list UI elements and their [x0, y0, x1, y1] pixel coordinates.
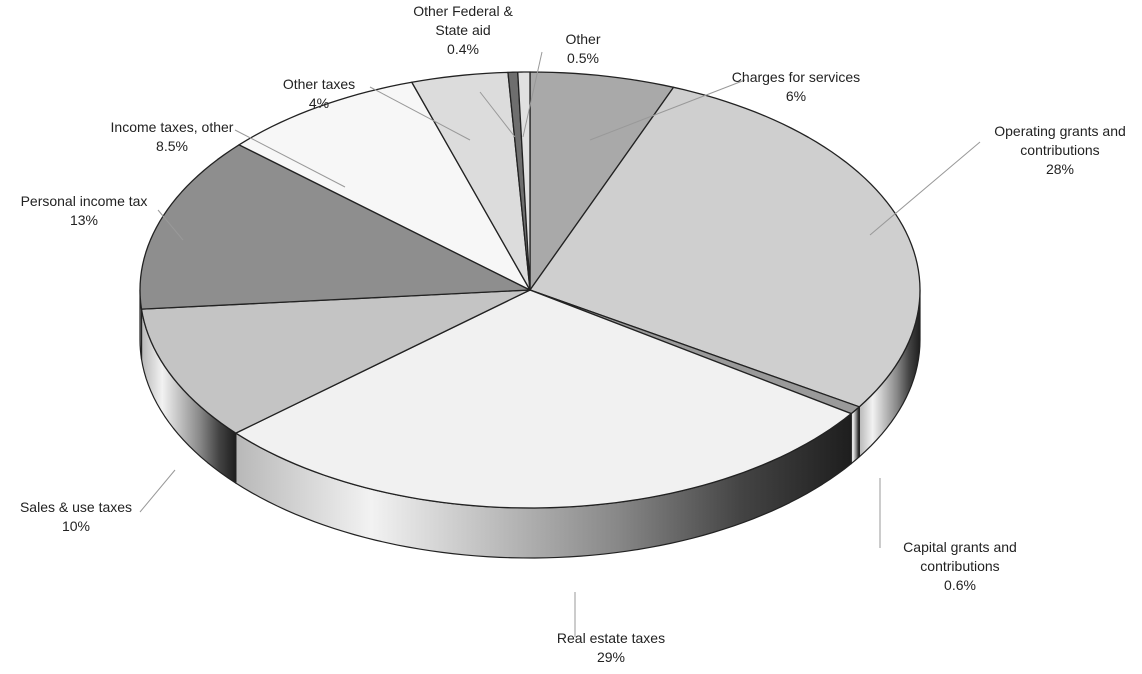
leader-line-5: [157, 209, 184, 241]
pie-top-layer: [139, 71, 921, 509]
slice-name-label: Capital grants and: [903, 539, 1017, 555]
slice-label-0: Charges for services 6%: [732, 69, 860, 104]
slice-name-label: contributions: [920, 558, 999, 574]
leader-line-6: [234, 129, 346, 188]
pie-side-2: [850, 406, 860, 465]
slice-value-label: 28%: [1046, 161, 1074, 177]
slice-name-label: Other Federal &: [413, 3, 513, 19]
slice-name-label: Charges for services: [732, 69, 860, 85]
pie-slice-3: [235, 289, 852, 509]
slice-labels: Charges for services 6% Operating grants a…: [20, 3, 1126, 665]
leader-line-0: [589, 79, 746, 141]
pie-slice-9: [517, 71, 531, 291]
slice-label-6: Income taxes, other 8.5%: [111, 119, 234, 154]
slice-label-7: Other taxes 4%: [283, 76, 355, 111]
pie-slice-7: [411, 71, 531, 291]
slice-value-label: 8.5%: [156, 138, 188, 154]
slice-label-1: Operating grants and contributions 28%: [994, 123, 1126, 177]
pie-slice-5: [139, 144, 531, 310]
slice-value-label: 29%: [597, 649, 625, 665]
slice-name-label: Real estate taxes: [557, 630, 665, 646]
leader-line-9: [522, 51, 543, 138]
slice-label-2: Capital grants and contributions 0.6%: [903, 539, 1017, 593]
pie-slice-6: [238, 81, 531, 291]
slice-name-label: Other: [565, 31, 600, 47]
slice-name-label: Other taxes: [283, 76, 355, 92]
slice-value-label: 10%: [62, 518, 90, 534]
slice-value-label: 0.4%: [447, 41, 479, 57]
slice-name-label: Personal income tax: [21, 193, 148, 209]
leader-lines: [139, 51, 981, 637]
pie-slice-4: [140, 289, 531, 434]
slice-value-label: 4%: [309, 95, 329, 111]
slice-label-9: Other 0.5%: [565, 31, 600, 66]
slice-name-label: contributions: [1020, 142, 1099, 158]
slice-label-3: Real estate taxes 29%: [557, 630, 665, 665]
slice-label-4: Sales & use taxes 10%: [20, 499, 132, 534]
slice-value-label: 0.5%: [567, 50, 599, 66]
slice-value-label: 0.6%: [944, 577, 976, 593]
slice-name-label: Operating grants and: [994, 123, 1126, 139]
leader-line-7: [369, 86, 471, 141]
slice-name-label: State aid: [435, 22, 490, 38]
slice-value-label: 6%: [786, 88, 806, 104]
slice-value-label: 13%: [70, 212, 98, 228]
pie-slice-0: [529, 71, 675, 291]
leader-line-8: [479, 91, 516, 138]
leader-line-4: [139, 469, 176, 513]
leader-line-1: [869, 141, 981, 236]
slice-name-label: Sales & use taxes: [20, 499, 132, 515]
slice-label-5: Personal income tax 13%: [21, 193, 148, 228]
slice-name-label: Income taxes, other: [111, 119, 234, 135]
slice-label-8: Other Federal & State aid 0.4%: [413, 3, 513, 57]
pie-slice-1: [529, 86, 921, 408]
